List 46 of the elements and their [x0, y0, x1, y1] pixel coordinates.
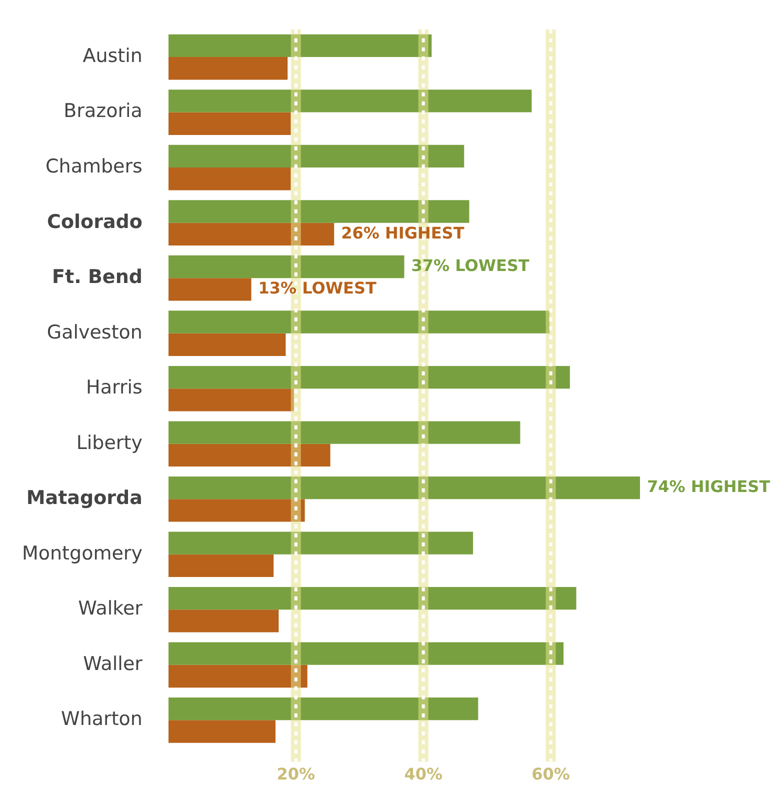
bar	[168, 168, 291, 190]
bar	[168, 499, 305, 522]
y-tick-label: Austin	[82, 44, 142, 67]
bar	[168, 720, 276, 743]
bar	[168, 278, 252, 301]
y-tick-label: Waller	[83, 652, 143, 675]
y-tick-label: Ft. Bend	[52, 266, 142, 288]
bar	[168, 421, 520, 444]
x-tick-label: 40%	[404, 764, 442, 784]
bar	[168, 90, 532, 112]
bar	[168, 642, 564, 665]
y-tick-label: Montgomery	[22, 542, 142, 564]
bar	[168, 200, 470, 223]
y-tick-label: Wharton	[61, 708, 142, 730]
x-tick-label: 60%	[532, 764, 570, 784]
bar	[168, 255, 404, 278]
y-tick-label: Brazoria	[64, 100, 142, 122]
bar	[168, 586, 576, 610]
bar	[168, 34, 432, 58]
y-tick-label: Walker	[78, 598, 143, 620]
y-tick-label: Harris	[86, 376, 142, 399]
bar	[168, 112, 291, 135]
y-tick-label: Liberty	[76, 432, 142, 454]
bar	[168, 476, 640, 500]
bar	[168, 698, 478, 720]
x-tick-label: 20%	[276, 764, 316, 784]
data-label: 13% LOWEST	[258, 278, 376, 298]
bar	[168, 310, 550, 334]
data-label: 74% HIGHEST	[647, 476, 770, 496]
data-label: 37% LOWEST	[411, 256, 530, 275]
bar	[168, 664, 308, 688]
bar	[168, 388, 294, 412]
bar	[168, 333, 286, 356]
y-tick-label: Chambers	[46, 155, 142, 178]
y-tick-label: Matagorda	[26, 487, 142, 510]
bar	[168, 144, 464, 168]
bar	[168, 610, 279, 632]
bar	[168, 366, 570, 389]
bar	[168, 222, 334, 246]
bar	[168, 554, 274, 578]
y-tick-label: Galveston	[46, 321, 142, 344]
bar	[168, 444, 330, 467]
bar	[168, 532, 474, 554]
y-tick-label: Colorado	[47, 210, 142, 233]
data-label: 26% HIGHEST	[341, 223, 464, 242]
bar	[168, 57, 288, 80]
